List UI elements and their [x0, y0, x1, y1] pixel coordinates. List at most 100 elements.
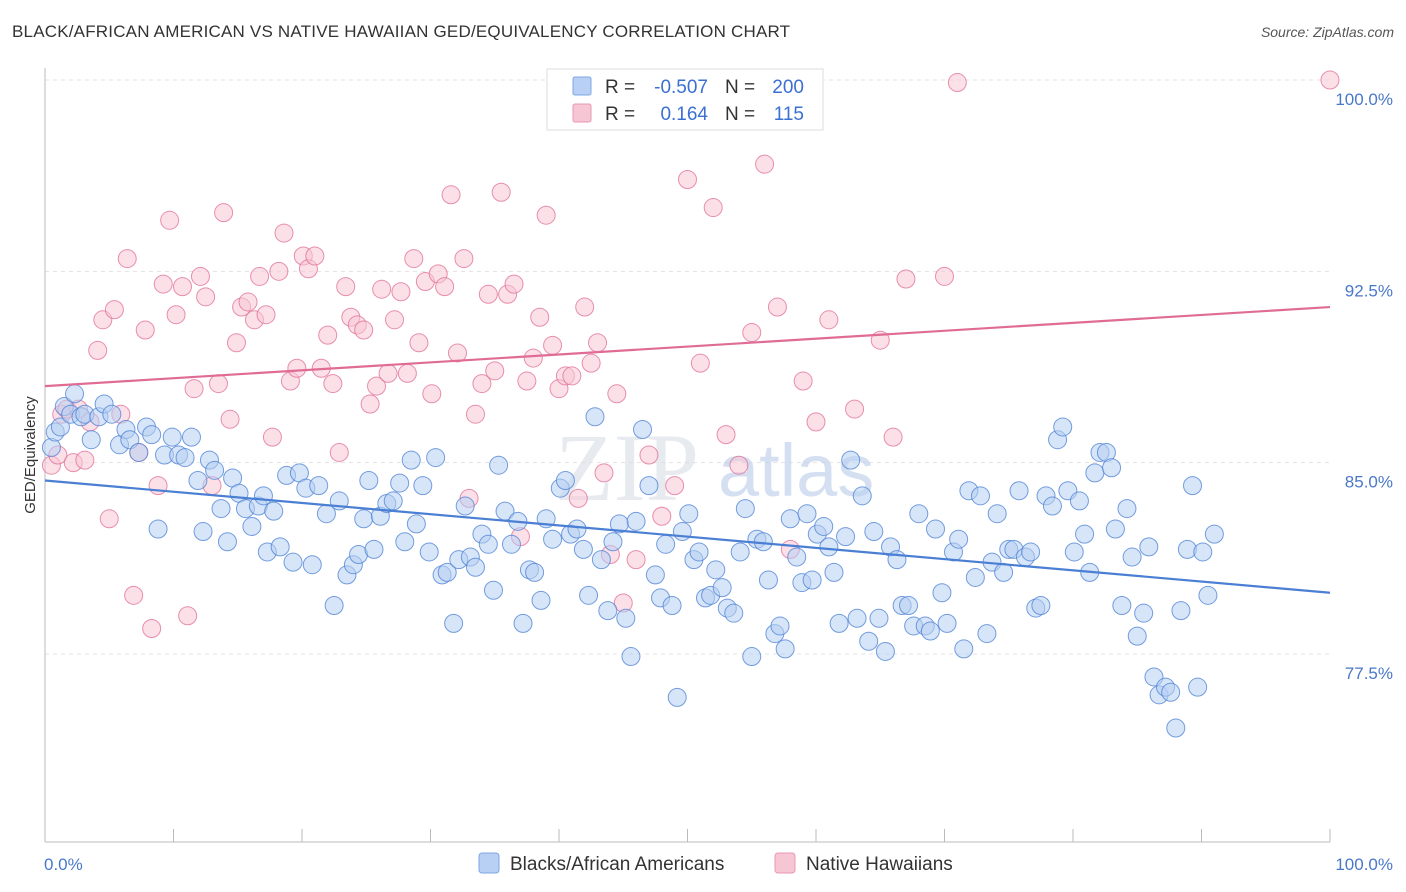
native-hawaiians-point — [562, 366, 582, 386]
blacks-point — [667, 687, 687, 707]
stats-r-label-pink: R = — [605, 104, 635, 125]
blacks-point — [819, 537, 839, 557]
blacks-points — [41, 384, 1224, 738]
native-hawaiians-point — [166, 305, 186, 325]
blacks-point — [217, 532, 237, 552]
blacks-point — [102, 404, 122, 424]
native-hawaiians-point — [447, 343, 467, 363]
blacks-point — [142, 425, 162, 445]
native-hawaiians-point — [465, 404, 485, 424]
stats-r-value-blue: -0.507 — [654, 77, 708, 98]
blacks-point — [591, 550, 611, 570]
blacks-point — [455, 496, 475, 516]
native-hawaiians-point — [1320, 70, 1340, 90]
x-ticks — [44, 829, 1331, 842]
blacks-point — [841, 450, 861, 470]
native-hawaiians-point — [422, 384, 442, 404]
blacks-point — [987, 504, 1007, 524]
native-hawaiians-point — [269, 261, 289, 281]
blacks-point — [478, 534, 498, 554]
native-hawaiians-point — [305, 246, 325, 266]
native-hawaiians-point — [336, 277, 356, 297]
y-tick-label: 77.5% — [1345, 664, 1393, 683]
blacks-point — [829, 613, 849, 633]
blacks-point — [1031, 596, 1051, 616]
blacks-point — [65, 384, 85, 404]
native-hawaiians-point — [435, 277, 455, 297]
native-hawaiians-point — [806, 412, 826, 432]
native-hawaiians-point — [536, 205, 556, 225]
blacks-point — [501, 534, 521, 554]
blacks-point — [965, 567, 985, 587]
blacks-point — [1105, 519, 1125, 539]
blacks-point — [859, 631, 879, 651]
native-hawaiians-point — [504, 274, 524, 294]
blacks-point — [264, 501, 284, 521]
blacks-point — [645, 565, 665, 585]
native-hawaiians-point — [238, 292, 258, 312]
native-hawaiians-point — [226, 333, 246, 353]
native-hawaiians-point — [142, 618, 162, 638]
blacks-point — [444, 613, 464, 633]
blacks-point — [598, 601, 618, 621]
native-hawaiians-point — [184, 379, 204, 399]
blacks-point — [1075, 524, 1095, 544]
stats-n-label-pink: N = — [725, 104, 755, 125]
blacks-point — [1188, 677, 1208, 697]
blacks-point — [81, 430, 101, 450]
native-hawaiians-point — [845, 399, 865, 419]
blacks-point — [426, 448, 446, 468]
native-hawaiians-point — [767, 297, 787, 317]
native-hawaiians-point — [75, 450, 95, 470]
blacks-point — [1166, 718, 1186, 738]
legend-swatch-blacks — [478, 852, 500, 874]
series-legend: Blacks/African Americans Native Hawaiian… — [478, 852, 953, 875]
blacks-point — [920, 621, 940, 641]
blacks-point — [869, 608, 889, 628]
stats-swatch-pink — [572, 103, 592, 123]
native-hawaiians-point — [523, 348, 543, 368]
native-hawaiians-point — [329, 442, 349, 462]
blacks-point — [814, 516, 834, 536]
blacks-point — [1042, 496, 1062, 516]
legend-label-hawaiians: Native Hawaiians — [806, 854, 953, 875]
native-hawaiians-point — [287, 358, 307, 378]
blacks-point — [354, 509, 374, 529]
native-hawaiians-point — [117, 249, 137, 269]
stats-legend-frame — [546, 68, 824, 131]
blacks-point — [489, 455, 509, 475]
native-hawaiians-point — [491, 182, 511, 202]
native-hawaiians-point — [391, 282, 411, 302]
blacks-point — [543, 529, 563, 549]
native-hawaiians-point — [454, 249, 474, 269]
blacks-point — [483, 580, 503, 600]
native-hawaiians-point — [543, 335, 563, 355]
blacks-point — [1161, 682, 1181, 702]
native-hawaiians-point — [883, 427, 903, 447]
chart-source: Source: ZipAtlas.com — [1260, 24, 1394, 40]
blacks-point — [175, 448, 195, 468]
native-hawaiians-point — [703, 198, 723, 218]
native-hawaiians-point — [104, 300, 124, 320]
native-hawaiians-point — [256, 305, 276, 325]
blacks-point — [50, 417, 70, 437]
blacks-point — [513, 613, 533, 633]
blacks-point — [1064, 542, 1084, 562]
blacks-point — [390, 473, 410, 493]
y-tick-labels: 77.5% 85.0% 92.5% 100.0% — [1335, 90, 1393, 683]
blacks-point — [573, 539, 593, 559]
native-hawaiians-point — [665, 476, 685, 496]
x-tick-label-min: 0.0% — [44, 855, 83, 874]
native-hawaiians-point — [318, 325, 338, 345]
blacks-point — [242, 516, 262, 536]
native-hawaiians-point — [208, 374, 228, 394]
blacks-point — [735, 499, 755, 519]
blacks-point — [531, 590, 551, 610]
blacks-point — [1085, 463, 1105, 483]
blacks-point — [193, 522, 213, 542]
native-hawaiians-point — [755, 154, 775, 174]
stats-legend: R = -0.507 N = 200 R = 0.164 N = 115 — [546, 68, 824, 131]
blacks-point — [730, 542, 750, 562]
blacks-point — [324, 596, 344, 616]
blacks-point — [712, 578, 732, 598]
